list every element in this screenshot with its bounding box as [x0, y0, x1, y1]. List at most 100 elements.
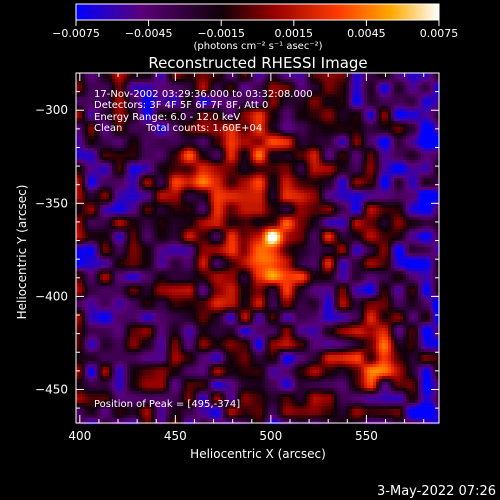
heatmap-cell — [412, 142, 415, 145]
heatmap-cell — [427, 163, 430, 166]
heatmap-cell — [424, 175, 427, 178]
heatmap-cell — [373, 97, 376, 100]
heatmap-cell — [355, 187, 358, 190]
heatmap-cell — [118, 154, 121, 157]
heatmap-cell — [160, 178, 163, 181]
heatmap-cell — [424, 163, 427, 166]
heatmap-cell — [307, 190, 310, 193]
heatmap-cell — [301, 193, 304, 196]
heatmap-cell — [337, 148, 340, 151]
heatmap-cell — [283, 124, 286, 127]
heatmap-cell — [331, 160, 334, 163]
heatmap-cell — [172, 172, 175, 175]
heatmap-cell — [235, 139, 238, 142]
heatmap-cell — [415, 184, 418, 187]
heatmap-cell — [355, 157, 358, 160]
heatmap-cell — [325, 91, 328, 94]
heatmap-cell — [418, 178, 421, 181]
heatmap-cell — [367, 172, 370, 175]
heatmap-cell — [85, 187, 88, 190]
heatmap-cell — [391, 103, 394, 106]
heatmap-cell — [304, 106, 307, 109]
heatmap-cell — [355, 79, 358, 82]
heatmap-cell — [295, 169, 298, 172]
heatmap-cell — [322, 151, 325, 154]
heatmap-cell — [265, 79, 268, 82]
heatmap-cell — [82, 124, 85, 127]
heatmap-cell — [349, 172, 352, 175]
heatmap-cell — [136, 154, 139, 157]
heatmap-cell — [337, 178, 340, 181]
heatmap-cell — [184, 76, 187, 79]
heatmap-cell — [238, 142, 241, 145]
heatmap-cell — [331, 169, 334, 172]
heatmap-cell — [244, 181, 247, 184]
heatmap-cell — [166, 190, 169, 193]
heatmap-cell — [421, 115, 424, 118]
heatmap-cell — [349, 91, 352, 94]
heatmap-cell — [226, 193, 229, 196]
heatmap-cell — [286, 187, 289, 190]
heatmap-cell — [244, 148, 247, 151]
heatmap-cell — [322, 106, 325, 109]
heatmap-cell — [394, 148, 397, 151]
heatmap-cell — [232, 181, 235, 184]
heatmap-cell — [340, 139, 343, 142]
heatmap-cell — [334, 148, 337, 151]
heatmap-cell — [304, 166, 307, 169]
heatmap-cell — [367, 85, 370, 88]
heatmap-cell — [142, 169, 145, 172]
heatmap-cell — [322, 85, 325, 88]
heatmap-cell — [391, 124, 394, 127]
heatmap-cell — [409, 124, 412, 127]
heatmap-cell — [169, 163, 172, 166]
heatmap-cell — [157, 181, 160, 184]
heatmap-cell — [394, 130, 397, 133]
heatmap-cell — [292, 145, 295, 148]
heatmap-cell — [151, 139, 154, 142]
heatmap-cell — [169, 175, 172, 178]
heatmap-cell — [205, 85, 208, 88]
heatmap-cell — [355, 160, 358, 163]
heatmap-cell — [202, 76, 205, 79]
heatmap-cell — [196, 76, 199, 79]
heatmap-cell — [355, 94, 358, 97]
heatmap-cell — [262, 145, 265, 148]
heatmap-cell — [397, 79, 400, 82]
heatmap-cell — [121, 85, 124, 88]
heatmap-cell — [274, 133, 277, 136]
heatmap-cell — [322, 127, 325, 130]
heatmap-cell — [346, 121, 349, 124]
heatmap-cell — [133, 127, 136, 130]
heatmap-cell — [127, 160, 130, 163]
heatmap-cell — [355, 175, 358, 178]
heatmap-cell — [397, 127, 400, 130]
heatmap-cell — [238, 85, 241, 88]
heatmap-cell — [433, 178, 436, 181]
heatmap-cell — [334, 160, 337, 163]
heatmap-cell — [340, 136, 343, 139]
heatmap-cell — [310, 112, 313, 115]
heatmap-cell — [337, 91, 340, 94]
heatmap-cell — [316, 103, 319, 106]
heatmap-cell — [118, 139, 121, 142]
heatmap-cell — [142, 187, 145, 190]
heatmap-cell — [376, 124, 379, 127]
heatmap-cell — [142, 193, 145, 196]
heatmap-cell — [427, 178, 430, 181]
heatmap-cell — [151, 169, 154, 172]
heatmap-cell — [127, 169, 130, 172]
heatmap-cell — [193, 169, 196, 172]
heatmap-cell — [259, 79, 262, 82]
heatmap-cell — [133, 82, 136, 85]
heatmap-cell — [214, 148, 217, 151]
heatmap-cell — [151, 82, 154, 85]
heatmap-cell — [94, 163, 97, 166]
heatmap-cell — [430, 130, 433, 133]
heatmap-cell — [388, 163, 391, 166]
heatmap-cell — [415, 88, 418, 91]
heatmap-cell — [304, 103, 307, 106]
heatmap-cell — [415, 172, 418, 175]
heatmap-cell — [370, 193, 373, 196]
heatmap-cell — [355, 82, 358, 85]
